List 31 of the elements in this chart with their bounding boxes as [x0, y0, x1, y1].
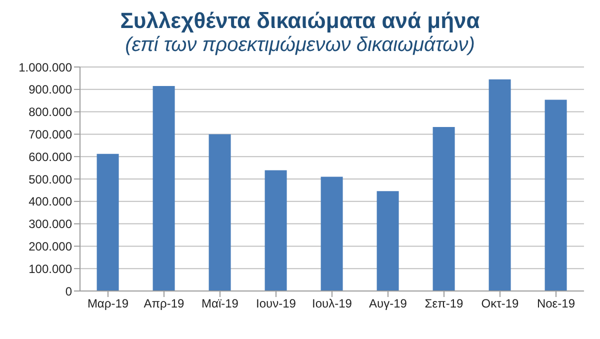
x-tick-label: Ιουν-19 — [256, 296, 296, 311]
x-tick-label: Απρ-19 — [144, 296, 185, 311]
y-tick-label: 800.000 — [28, 105, 72, 120]
bar — [488, 79, 511, 291]
y-tick-label: 0 — [65, 284, 72, 298]
x-tick-label: Σεπ-19 — [424, 296, 464, 311]
y-tick-label: 400.000 — [28, 194, 72, 209]
chart-title: Συλλεχθέντα δικαιώματα ανά μήνα — [119, 8, 481, 34]
bar — [96, 154, 119, 291]
x-tick-label: Μαϊ-19 — [202, 296, 239, 311]
y-tick-label: 700.000 — [28, 127, 72, 142]
y-tick-label: 300.000 — [28, 217, 72, 232]
bar — [320, 176, 343, 291]
x-tick-label: Μαρ-19 — [87, 296, 129, 311]
bar — [208, 134, 231, 291]
bar — [264, 170, 287, 291]
bar — [432, 127, 455, 291]
y-tick-label: 600.000 — [28, 150, 72, 164]
x-tick-label: Οκτ-19 — [481, 296, 520, 311]
y-tick-label: 1.000.000 — [18, 60, 72, 74]
x-tick-label: Νοε-19 — [536, 296, 576, 311]
bar — [376, 191, 399, 291]
y-tick-label: 200.000 — [28, 239, 72, 254]
bar — [152, 86, 175, 291]
chart-subtitle: (επί των προεκτιμώμενων δικαιωμάτων) — [124, 34, 476, 57]
x-tick-label: Ιουλ-19 — [312, 296, 352, 311]
y-tick-label: 100.000 — [28, 262, 72, 276]
x-tick-label: Αυγ-19 — [369, 296, 408, 311]
y-tick-label: 500.000 — [28, 172, 72, 186]
bar — [544, 100, 567, 291]
y-tick-label: 900.000 — [28, 82, 72, 97]
